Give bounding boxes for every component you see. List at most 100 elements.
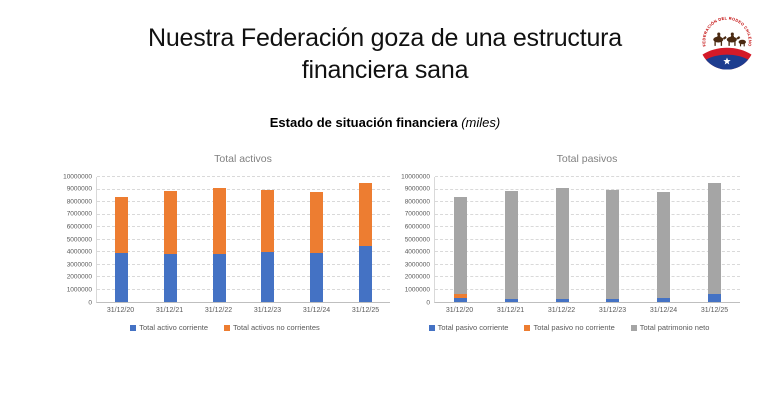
legend-label: Total patrimonio neto — [639, 323, 710, 332]
stacked-bar — [114, 197, 128, 302]
gridline — [97, 238, 390, 240]
federation-logo: FEDERACIÓN DEL RODEO CHILENO — [698, 13, 756, 71]
x-tick-label: 31/12/20 — [445, 307, 474, 314]
subtitle-units: (miles) — [461, 115, 501, 130]
bar-segment — [504, 298, 518, 302]
stacked-bar — [359, 183, 373, 302]
gridline — [97, 176, 390, 177]
y-tick-label: 4000000 — [404, 248, 430, 256]
stacked-bar — [555, 188, 569, 302]
bar-segment — [453, 197, 467, 294]
y-tick-label: 0 — [426, 298, 430, 306]
gridline — [435, 201, 740, 202]
bar-segment — [310, 252, 324, 302]
legend-item: Total activo corriente — [130, 323, 208, 332]
category-slot — [97, 177, 146, 302]
y-tick-label: 8000000 — [66, 197, 92, 205]
y-tick-label: 9000000 — [404, 185, 430, 193]
y-tick-label: 7000000 — [404, 210, 430, 218]
stacked-bar — [453, 197, 467, 302]
gridline — [97, 201, 390, 202]
x-axis: 31/12/20 31/12/21 31/12/22 31/12/23 31/12/24… — [60, 307, 390, 314]
subtitle-text: Estado de situación financiera — [269, 115, 458, 130]
y-tick-label: 8000000 — [404, 197, 430, 205]
y-tick-label: 6000000 — [66, 223, 92, 231]
bar-segment — [163, 190, 177, 254]
gridline — [435, 276, 740, 277]
chart-body: 0 1000000 2000000 3000000 4000000 5000000 6000… — [60, 172, 390, 305]
y-axis: 0 1000000 2000000 3000000 4000000 5000000 6000… — [398, 172, 434, 305]
y-tick-label: 10000000 — [401, 172, 430, 180]
x-tick-label: 31/12/23 — [598, 307, 627, 314]
rodeo-emblem-icon: FEDERACIÓN DEL RODEO CHILENO — [699, 14, 755, 70]
bar-segment — [606, 189, 620, 299]
bar-segment — [504, 190, 518, 299]
x-tick-label: 31/12/21 — [155, 307, 184, 314]
y-tick-label: 1000000 — [404, 286, 430, 294]
category-slot — [146, 177, 195, 302]
huasos-and-bull-silhouette — [713, 32, 746, 47]
legend: Total activo corriente Total activos no c… — [60, 323, 390, 332]
bar-segment — [708, 293, 722, 302]
legend-item: Total activos no corrientes — [224, 323, 320, 332]
chart-title: Total activos — [214, 153, 272, 165]
category-slot — [638, 177, 689, 302]
page-title-line-2: financiera sana — [301, 56, 469, 84]
legend: Total pasivo corriente Total pasivo no co… — [398, 323, 740, 332]
y-tick-label: 5000000 — [66, 235, 92, 243]
gridline — [435, 176, 740, 177]
category-slot — [243, 177, 292, 302]
star-icon — [723, 57, 731, 65]
total-pasivos-chart: Total pasivos 0 1000000 2000000 3000000 4000… — [398, 153, 740, 332]
bar-segment — [261, 252, 275, 302]
x-tick-label: 31/12/25 — [351, 307, 380, 314]
stacked-bar — [212, 188, 226, 302]
gridline — [97, 188, 390, 190]
plot-area — [96, 176, 390, 303]
bar-segment — [657, 192, 671, 298]
bar-segment — [114, 253, 128, 302]
legend-swatch — [130, 324, 137, 331]
bar-segment — [657, 297, 671, 302]
y-axis: 0 1000000 2000000 3000000 4000000 5000000 6000… — [60, 172, 96, 305]
y-tick-label: 10000000 — [63, 172, 92, 180]
category-slot — [486, 177, 537, 302]
x-tick-label: 31/12/22 — [547, 307, 576, 314]
stacked-bar — [606, 189, 620, 302]
gridline — [97, 288, 390, 290]
y-tick-label: 0 — [88, 298, 92, 306]
x-tick-label: 31/12/20 — [106, 307, 135, 314]
stacked-bar — [163, 190, 177, 302]
x-tick-label: 31/12/22 — [204, 307, 233, 314]
category-slot — [341, 177, 390, 302]
chart-title: Total pasivos — [556, 153, 618, 165]
plot-area — [434, 176, 740, 303]
total-activos-chart: Total activos 0 1000000 2000000 3000000 4000… — [60, 153, 390, 332]
bar-segment — [212, 188, 226, 254]
bar-segment — [555, 298, 569, 302]
subtitle: Estado de situación financiera (miles) — [0, 115, 770, 130]
legend-label: Total pasivo no corriente — [533, 323, 615, 332]
legend-swatch — [524, 324, 531, 331]
gridline — [435, 263, 740, 265]
gridline — [97, 251, 390, 252]
bars-layer — [435, 177, 740, 302]
legend-swatch — [630, 324, 637, 331]
x-tick-label: 31/12/21 — [496, 307, 525, 314]
gridline — [97, 213, 390, 215]
bar-segment — [310, 192, 324, 253]
y-tick-label: 9000000 — [66, 185, 92, 193]
bar-segment — [212, 253, 226, 302]
y-tick-label: 1000000 — [66, 286, 92, 294]
x-axis: 31/12/20 31/12/21 31/12/22 31/12/23 31/12/24… — [398, 307, 740, 314]
bar-segment — [359, 183, 373, 247]
gridline — [97, 226, 390, 227]
stacked-bar — [261, 189, 275, 302]
gridline — [435, 213, 740, 215]
stacked-bar — [310, 192, 324, 302]
legend-item: Total pasivo no corriente — [524, 323, 615, 332]
bar-segment — [453, 297, 467, 302]
y-tick-label: 2000000 — [404, 273, 430, 281]
bar-segment — [555, 188, 569, 299]
